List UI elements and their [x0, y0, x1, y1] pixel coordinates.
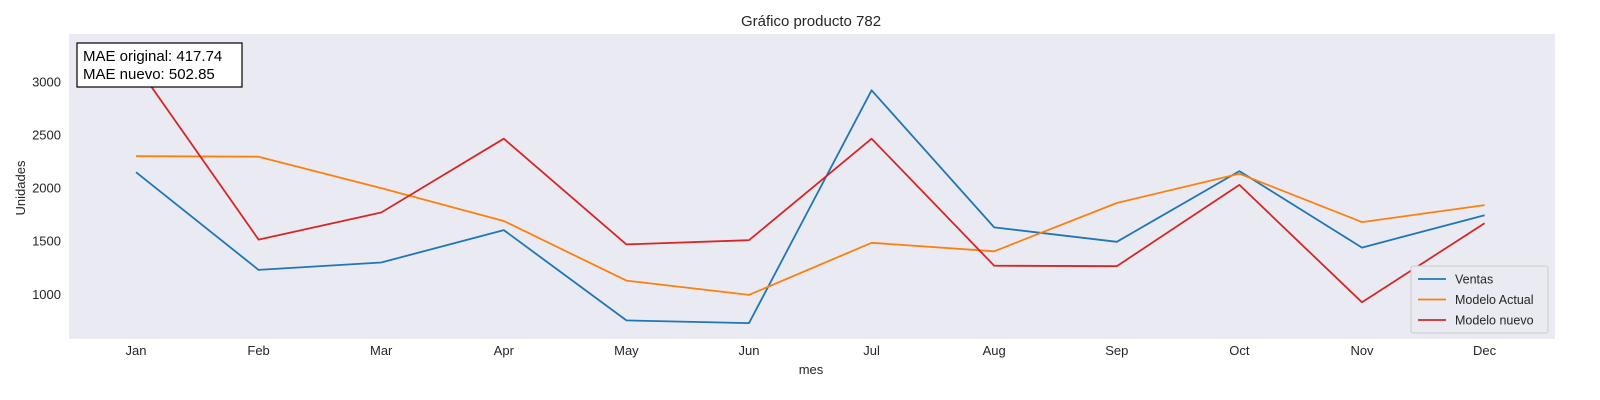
- legend-label: Modelo nuevo: [1455, 314, 1534, 328]
- y-tick-label: 2500: [32, 127, 61, 142]
- series-lines: [135, 64, 1486, 325]
- x-tick-label: Nov: [1350, 343, 1374, 358]
- x-tick-label: Dec: [1473, 343, 1497, 358]
- y-tick-label: 2000: [32, 181, 61, 196]
- x-tick-label: Jul: [863, 343, 880, 358]
- x-axis-label: mes: [799, 362, 824, 377]
- y-tick-label: 1000: [32, 287, 61, 302]
- series-line: [135, 89, 1485, 325]
- annotation-mae-original: MAE original: 417.74: [83, 48, 222, 65]
- x-tick-label: May: [614, 343, 639, 358]
- legend-label: Modelo Actual: [1455, 293, 1534, 307]
- y-axis-ticks: 1000 1500 2000 2500 3000: [32, 74, 61, 302]
- plot-area: [69, 34, 1555, 339]
- x-tick-label: Feb: [247, 343, 269, 358]
- x-tick-label: Sep: [1105, 343, 1128, 358]
- x-tick-label: Jan: [126, 343, 147, 358]
- annotation-box: [76, 42, 243, 88]
- x-tick-label: Oct: [1229, 343, 1250, 358]
- x-tick-label: Apr: [494, 343, 515, 358]
- series-line: [135, 155, 1485, 296]
- legend: Ventas Modelo Actual Modelo nuevo: [1410, 265, 1549, 334]
- x-tick-label: Aug: [983, 343, 1006, 358]
- annotation-mae-nuevo: MAE nuevo: 502.85: [83, 66, 215, 83]
- x-tick-label: Mar: [370, 343, 393, 358]
- mae-annotation: MAE original: 417.74 MAE nuevo: 502.85: [76, 42, 243, 88]
- legend-box: [1410, 265, 1549, 334]
- chart-title: Gráfico producto 782: [741, 13, 881, 30]
- x-axis-ticks: Jan Feb Mar Apr May Jun Jul Aug Sep Oct Nov Dec: [126, 343, 1497, 358]
- series-line: [135, 64, 1486, 304]
- x-tick-label: Jun: [739, 343, 760, 358]
- y-axis-label: Unidades: [13, 160, 28, 215]
- y-tick-label: 1500: [32, 234, 61, 249]
- y-tick-label: 3000: [32, 74, 61, 89]
- legend-label: Ventas: [1455, 273, 1493, 287]
